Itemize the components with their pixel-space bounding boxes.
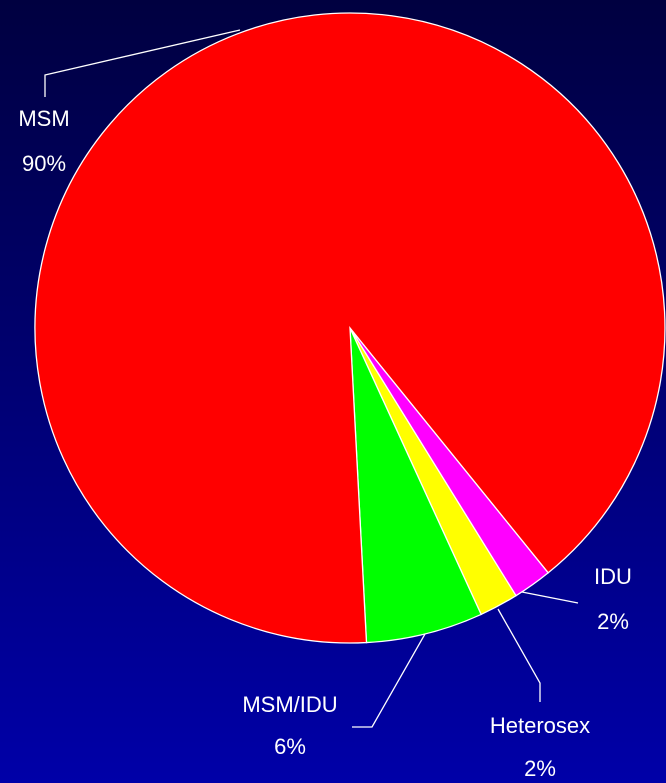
- leader-line: [44, 29, 241, 97]
- value-label: 2%: [597, 609, 629, 634]
- value-label: 90%: [22, 151, 66, 176]
- category-label: IDU: [594, 564, 632, 589]
- leader-line: [352, 633, 426, 728]
- value-label: 6%: [274, 734, 306, 759]
- pie-slice: [34, 12, 666, 644]
- pie: [34, 12, 666, 644]
- category-label: MSM: [18, 106, 69, 131]
- category-label: MSM/IDU: [242, 692, 337, 717]
- pie-slice: [349, 327, 482, 644]
- category-label: Heterosex: [490, 713, 590, 738]
- leader-line: [497, 608, 541, 702]
- value-label: 2%: [524, 756, 556, 781]
- leader-line: [521, 591, 579, 604]
